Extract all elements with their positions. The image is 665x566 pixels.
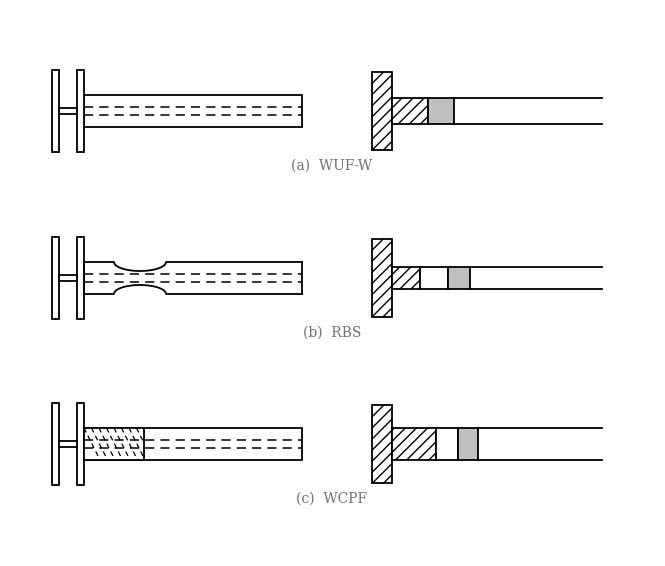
- Bar: [428, 98, 454, 124]
- Bar: [458, 428, 478, 460]
- Bar: [84, 95, 302, 127]
- Bar: [59, 275, 77, 281]
- Bar: [372, 239, 392, 317]
- Bar: [52, 70, 59, 152]
- Bar: [372, 72, 392, 150]
- Text: (a)  WUF-W: (a) WUF-W: [291, 159, 372, 173]
- Bar: [436, 428, 458, 460]
- Bar: [392, 428, 436, 460]
- Bar: [59, 441, 77, 447]
- Text: (c)  WCPF: (c) WCPF: [297, 492, 368, 506]
- Bar: [448, 267, 470, 289]
- Bar: [77, 237, 84, 319]
- Bar: [84, 428, 302, 460]
- Text: (b)  RBS: (b) RBS: [303, 326, 361, 340]
- Bar: [420, 267, 448, 289]
- Bar: [392, 98, 428, 124]
- Bar: [77, 70, 84, 152]
- Bar: [52, 237, 59, 319]
- Bar: [77, 403, 84, 485]
- Bar: [372, 405, 392, 483]
- Bar: [84, 428, 144, 460]
- Bar: [392, 267, 420, 289]
- Bar: [59, 108, 77, 114]
- Bar: [52, 403, 59, 485]
